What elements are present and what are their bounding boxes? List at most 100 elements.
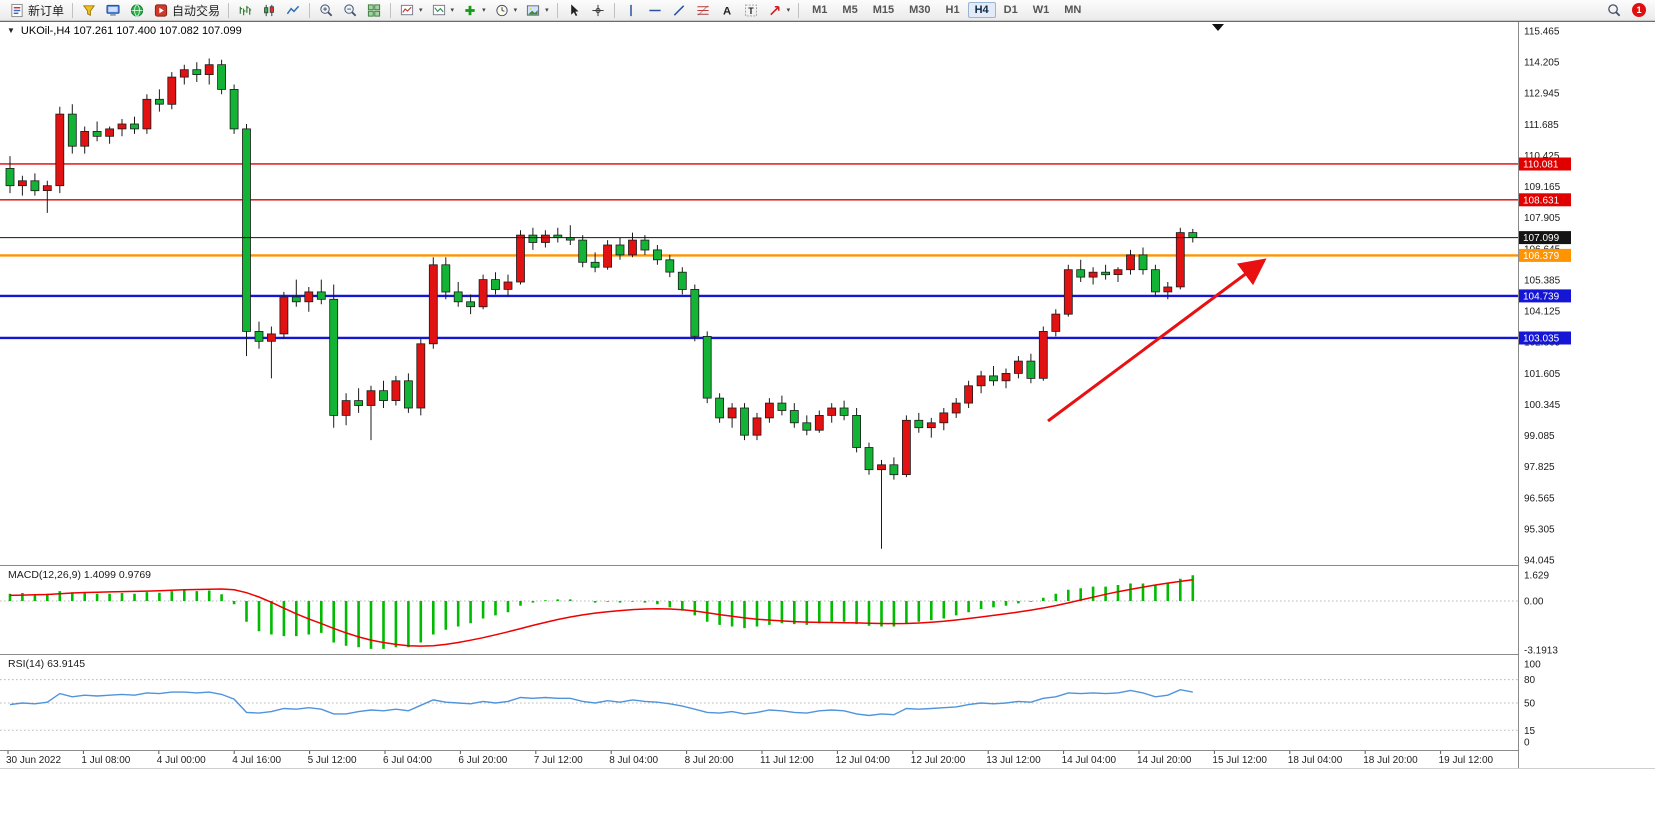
- terminal-button[interactable]: [101, 1, 125, 19]
- candle: [827, 407, 837, 416]
- candle: [154, 98, 164, 105]
- svg-text:11 Jul 12:00: 11 Jul 12:00: [760, 755, 814, 766]
- chevron-down-icon: ▾: [513, 7, 518, 14]
- candle: [80, 130, 90, 147]
- text-tool-button[interactable]: A: [715, 1, 739, 19]
- svg-text:95.305: 95.305: [1524, 524, 1555, 535]
- candle: [715, 397, 724, 419]
- horizontal-line-tool-button[interactable]: [643, 1, 667, 19]
- tile-windows-button[interactable]: [362, 1, 386, 19]
- price-badge-label: 106.379: [1523, 251, 1560, 262]
- price-badge-label: 108.631: [1523, 195, 1560, 206]
- timeframe-button-h1[interactable]: H1: [939, 2, 967, 18]
- candle: [167, 76, 177, 105]
- price-badge-label: 107.099: [1523, 233, 1560, 244]
- svg-text:30 Jun 2022: 30 Jun 2022: [6, 755, 61, 766]
- candle: [615, 244, 625, 256]
- svg-text:4 Jul 16:00: 4 Jul 16:00: [232, 755, 281, 766]
- svg-text:15: 15: [1524, 726, 1536, 737]
- line-chart-mode-button[interactable]: [281, 1, 305, 19]
- candle: [914, 419, 924, 429]
- price-badge-label: 103.035: [1523, 334, 1560, 345]
- cursor-tool-button[interactable]: [562, 1, 586, 19]
- chevron-down-icon: ▾: [419, 7, 423, 14]
- new-order-label: 新订单: [28, 3, 65, 18]
- timeframe-button-m1[interactable]: M1: [805, 2, 834, 18]
- timeframe-button-h4[interactable]: H4: [967, 2, 996, 18]
- svg-text:1.629: 1.629: [1524, 571, 1549, 582]
- candle: [902, 419, 911, 475]
- price-badge: [1519, 157, 1571, 171]
- svg-text:-3.1913: -3.1913: [1524, 646, 1558, 657]
- candle-wicks: [9, 58, 1194, 549]
- timeframe-button-mn[interactable]: MN: [1057, 2, 1088, 18]
- candle: [802, 422, 812, 431]
- chart-overlay-button[interactable]: ▾: [427, 1, 459, 19]
- candle: [976, 375, 986, 387]
- candle: [1051, 313, 1061, 332]
- timeframe-button-m15[interactable]: M15: [866, 2, 901, 18]
- timeframe-button-w1[interactable]: W1: [1026, 2, 1057, 18]
- fibonacci-tool-button[interactable]: [691, 1, 715, 19]
- vertical-line-tool-button[interactable]: [619, 1, 643, 19]
- timeframe-button-m5[interactable]: M5: [835, 2, 864, 18]
- candle: [1014, 360, 1023, 374]
- community-button[interactable]: [125, 1, 149, 19]
- mini-chart-icon: [400, 4, 414, 15]
- search-icon: [1608, 3, 1621, 16]
- toolbar-separator: [228, 2, 230, 18]
- svg-text:0.00: 0.00: [1524, 597, 1544, 608]
- rsi-pane-label: RSI(14) 63.9145: [8, 658, 86, 670]
- candle: [864, 447, 874, 471]
- search-button[interactable]: [1602, 1, 1626, 19]
- macd-histogram: [8, 575, 1195, 649]
- timeframe-button-d1[interactable]: D1: [997, 2, 1025, 18]
- candle: [428, 264, 438, 345]
- globe-icon: [130, 3, 144, 17]
- arrows-tool-button[interactable]: ▾: [763, 1, 795, 19]
- price-badge: [1519, 231, 1571, 245]
- svg-text:19 Jul 12:00: 19 Jul 12:00: [1439, 755, 1494, 766]
- candlestick-mode-button[interactable]: [257, 1, 281, 19]
- trendline-tool-button[interactable]: [667, 1, 691, 19]
- candle: [142, 98, 152, 130]
- autotrading-button[interactable]: 自动交易: [149, 1, 224, 19]
- zoom-out-button[interactable]: [338, 1, 362, 19]
- svg-text:14 Jul 04:00: 14 Jul 04:00: [1062, 755, 1117, 766]
- svg-text:96.565: 96.565: [1524, 493, 1555, 504]
- toolbar-separator: [556, 2, 558, 18]
- candle: [590, 261, 600, 268]
- svg-text:0: 0: [1524, 738, 1530, 749]
- notification-badge[interactable]: 1: [1632, 3, 1646, 17]
- candle: [516, 234, 525, 283]
- macd-signal-line: [9, 579, 1193, 647]
- text-label-tool-button[interactable]: T: [739, 1, 763, 19]
- price-badge: [1519, 289, 1571, 303]
- chart-menu-icon[interactable]: ▼: [7, 26, 15, 35]
- candle: [1113, 269, 1123, 276]
- candle: [877, 464, 886, 471]
- candle: [304, 291, 314, 303]
- trend-arrow[interactable]: [1047, 258, 1267, 423]
- chart-profile-button[interactable]: ▾: [395, 1, 427, 19]
- timeframe-button-m30[interactable]: M30: [902, 2, 937, 18]
- vertical-line-icon: [629, 4, 632, 16]
- candle: [665, 259, 675, 273]
- period-selector-button[interactable]: ▾: [490, 1, 522, 19]
- template-image-icon: [527, 4, 540, 16]
- svg-text:99.085: 99.085: [1524, 431, 1555, 442]
- crosshair-icon: [591, 4, 604, 16]
- alerts-button[interactable]: [77, 1, 101, 19]
- bar-chart-mode-button[interactable]: [233, 1, 257, 19]
- candle: [1151, 269, 1160, 293]
- zoom-in-button[interactable]: [314, 1, 338, 19]
- trendline-icon: [673, 4, 684, 16]
- svg-text:110.425: 110.425: [1524, 151, 1560, 162]
- new-order-button[interactable]: 新订单: [5, 1, 68, 19]
- crosshair-tool-button[interactable]: [586, 1, 610, 19]
- chevron-down-icon: ▾: [786, 7, 791, 14]
- add-indicator-button[interactable]: ▾: [458, 1, 490, 19]
- templates-button[interactable]: ▾: [521, 1, 553, 19]
- chart-shift-marker[interactable]: [1212, 24, 1224, 31]
